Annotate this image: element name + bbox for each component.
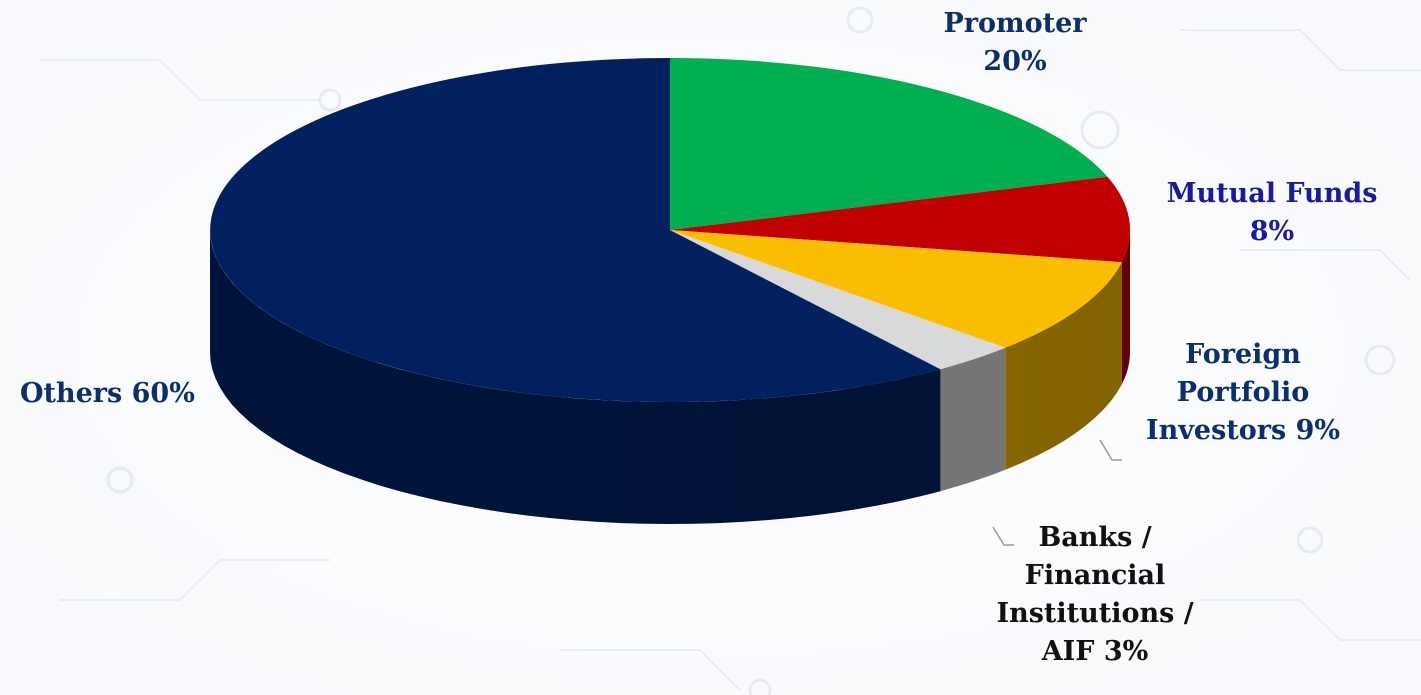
- label-line: Banks /: [1038, 522, 1151, 553]
- pie-top-face: [210, 58, 1131, 402]
- label-mutual-funds: Mutual Funds 8%: [1167, 178, 1378, 247]
- pie-slice-foreign-portfolio-investors: [670, 230, 1122, 348]
- pie-slice-banks-financial-institutions-aif: [670, 230, 1006, 370]
- leader-line-banks: [992, 526, 1014, 546]
- label-line: Investors 9%: [1146, 415, 1340, 446]
- label-line: 8%: [1250, 216, 1294, 247]
- pie-slice-mutual-funds: [670, 176, 1131, 263]
- leader-line-foreign-portfolio: [1099, 439, 1122, 461]
- label-promoter: Promoter 20%: [944, 8, 1088, 77]
- label-line: Portfolio: [1177, 377, 1309, 408]
- pie-slice-promoter: [670, 58, 1108, 230]
- label-line: Institutions /: [996, 598, 1193, 629]
- label-line: Financial: [1025, 560, 1166, 591]
- label-line: Others 60%: [20, 378, 195, 409]
- label-banks-financial-institutions-aif: Banks / Financial Institutions / AIF 3%: [996, 522, 1193, 667]
- label-line: Mutual Funds: [1167, 178, 1378, 209]
- label-line: AIF 3%: [1041, 636, 1149, 667]
- label-foreign-portfolio-investors: Foreign Portfolio Investors 9%: [1146, 339, 1340, 446]
- pie-side-wall: [210, 230, 1130, 524]
- pie-labels: Promoter 20% Mutual Funds 8% Foreign Portfoli…: [20, 8, 1377, 667]
- label-others: Others 60%: [20, 378, 195, 409]
- label-line: Foreign: [1185, 339, 1301, 370]
- pie-slice-others: [210, 58, 941, 402]
- pie-side-shading: [210, 230, 1130, 524]
- label-line: 20%: [983, 46, 1046, 77]
- label-line: Promoter: [944, 8, 1088, 39]
- circuit-background-decoration: [40, 6, 1421, 695]
